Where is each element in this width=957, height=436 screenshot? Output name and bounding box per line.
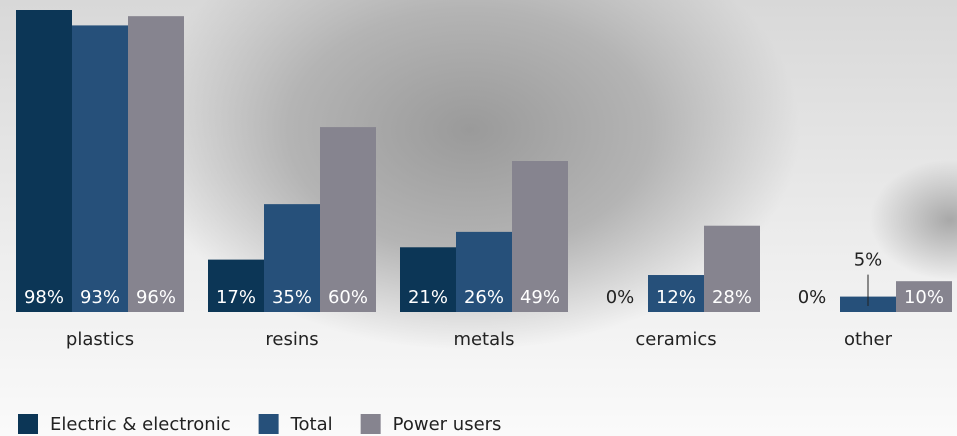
legend-label: Total: [290, 414, 333, 435]
value-label: 60%: [328, 287, 368, 308]
bar: [400, 247, 456, 312]
value-label: 17%: [216, 287, 256, 308]
value-label: 0%: [798, 287, 827, 308]
value-label: 93%: [80, 287, 120, 308]
bar: [208, 259, 264, 312]
bar: [264, 204, 320, 312]
x-tick-label: resins: [265, 329, 318, 350]
bar: [704, 225, 760, 312]
x-tick-label: metals: [453, 329, 514, 350]
bar: [456, 231, 512, 312]
value-label: 21%: [408, 287, 448, 308]
value-label: 49%: [520, 287, 560, 308]
x-tick-label: other: [844, 329, 893, 350]
bar: [512, 161, 568, 312]
value-label: 0%: [606, 287, 635, 308]
legend-swatch: [18, 414, 38, 434]
legend-swatch: [258, 414, 279, 434]
value-label: 10%: [904, 287, 944, 308]
bar: [128, 16, 184, 312]
legend-label: Electric & electronic: [50, 414, 231, 435]
bar: [320, 127, 376, 312]
legend-swatch: [360, 414, 381, 434]
bar: [648, 275, 704, 312]
bar: [72, 25, 128, 312]
value-label: 98%: [24, 287, 64, 308]
value-label: 28%: [712, 287, 752, 308]
bar: [16, 10, 72, 312]
x-tick-label: plastics: [66, 329, 134, 350]
value-label: 96%: [136, 287, 176, 308]
value-label: 35%: [272, 287, 312, 308]
legend-label: Power users: [393, 414, 502, 435]
value-label: 5%: [854, 250, 883, 271]
x-tick-label: ceramics: [635, 329, 716, 350]
bar: [896, 281, 952, 312]
value-label: 12%: [656, 287, 696, 308]
value-label: 26%: [464, 287, 504, 308]
